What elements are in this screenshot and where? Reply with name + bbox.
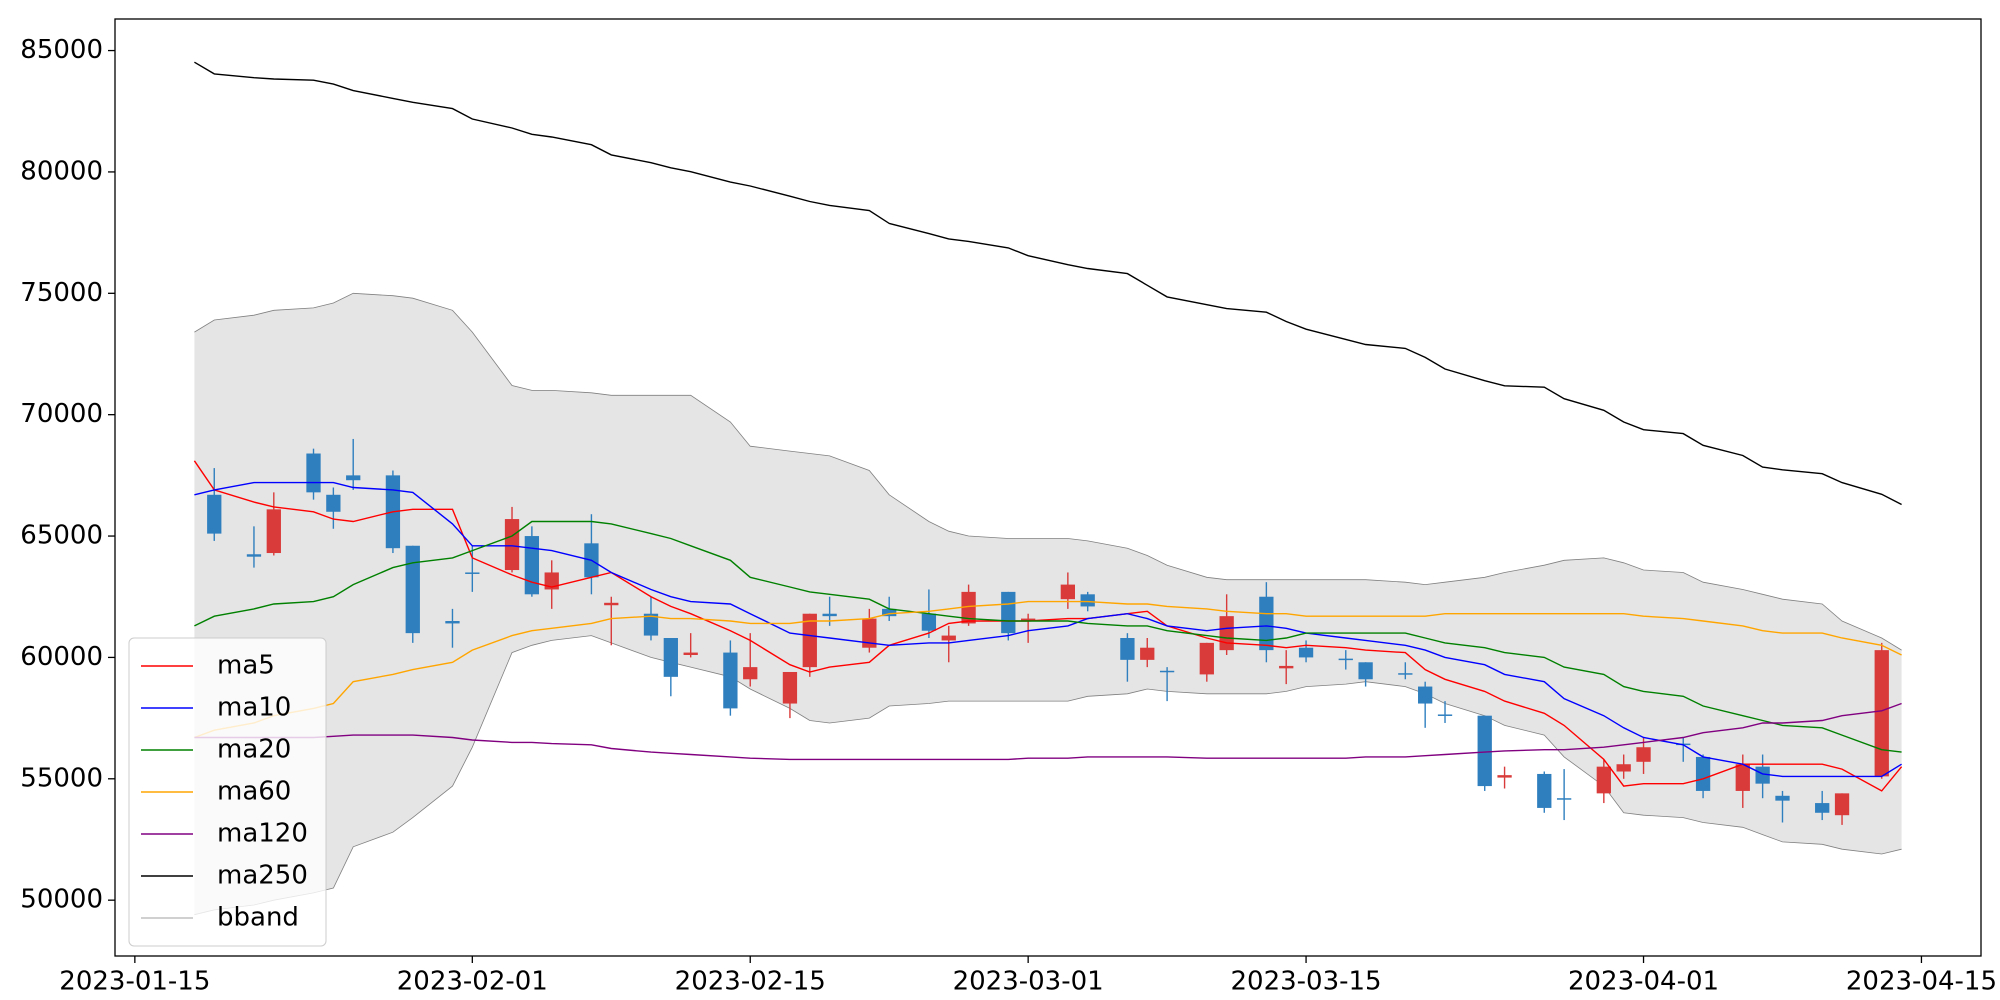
ma-line xyxy=(194,702,1902,761)
candle-body xyxy=(1437,714,1453,716)
y-tick-label: 70000 xyxy=(20,399,103,429)
candle-body xyxy=(1021,618,1036,622)
ma-line xyxy=(194,520,1902,753)
x-tick-label: 2023-04-01 xyxy=(1568,967,1719,997)
candle-body xyxy=(465,572,480,574)
candle-body xyxy=(326,494,341,512)
candle-body xyxy=(822,613,837,617)
candle-body xyxy=(683,652,698,655)
candle-body xyxy=(246,554,262,557)
x-tick-label: 2023-01-15 xyxy=(59,967,210,997)
candle-body xyxy=(1338,658,1353,661)
ma-line xyxy=(194,481,1902,778)
candle-body xyxy=(1874,650,1889,777)
x-tick-label: 2023-02-01 xyxy=(397,967,548,997)
candle-body xyxy=(445,621,460,624)
candle-body xyxy=(1080,594,1095,607)
candle-body xyxy=(743,667,758,680)
candle-body xyxy=(862,618,877,648)
candle-body xyxy=(663,638,678,677)
candle-body xyxy=(882,608,897,617)
candle-body xyxy=(1120,638,1135,660)
candle-body xyxy=(1556,798,1572,800)
candle-body xyxy=(1775,795,1790,801)
x-tick-label: 2023-03-01 xyxy=(953,967,1104,997)
legend-label: ma20 xyxy=(217,735,291,765)
ma-line xyxy=(193,460,1903,792)
candle-body xyxy=(643,613,659,636)
candle-body xyxy=(1636,747,1651,762)
bband-lower xyxy=(194,635,1902,916)
candle-body xyxy=(266,509,281,554)
candle-body xyxy=(1140,647,1155,660)
ma-line xyxy=(194,600,1902,739)
candle-body xyxy=(604,602,619,606)
legend-label: ma5 xyxy=(217,651,275,681)
candle-body xyxy=(1497,775,1512,778)
candle-body xyxy=(1418,686,1433,704)
candle-body xyxy=(346,475,361,481)
candle-body xyxy=(1259,596,1274,651)
bband-fill xyxy=(194,293,1902,915)
legend-label: bband xyxy=(217,903,299,933)
candle-body xyxy=(306,453,321,493)
y-tick-label: 50000 xyxy=(20,885,103,915)
candle-body xyxy=(405,545,420,634)
x-tick-label: 2023-03-15 xyxy=(1231,967,1382,997)
candle-body xyxy=(921,613,937,631)
candle-body xyxy=(207,494,222,534)
x-tick-label: 2023-04-15 xyxy=(1846,967,1997,997)
candle-body xyxy=(504,519,520,571)
candle-body xyxy=(1596,766,1611,794)
candle-body xyxy=(1298,647,1314,658)
candle-body xyxy=(1537,773,1552,808)
y-tick-label: 85000 xyxy=(20,35,103,65)
y-tick-label: 75000 xyxy=(20,278,103,308)
candle-body xyxy=(1358,662,1373,680)
legend-label: ma120 xyxy=(217,819,308,849)
candle-body xyxy=(1279,665,1294,669)
candle-body xyxy=(1060,584,1075,600)
legend-label: ma10 xyxy=(217,693,291,723)
candle-body xyxy=(1159,670,1175,673)
candle-body xyxy=(723,652,738,709)
candle-body xyxy=(1219,616,1234,651)
candle-body xyxy=(1199,642,1214,675)
legend-box xyxy=(128,637,327,947)
candle-body xyxy=(1755,766,1770,784)
candle-body xyxy=(544,572,559,590)
legend-label: ma60 xyxy=(217,777,291,807)
y-tick-label: 60000 xyxy=(20,642,103,672)
ma-line xyxy=(194,61,1902,506)
candle-body xyxy=(1616,764,1631,772)
candle-body xyxy=(1001,591,1016,634)
candle-body xyxy=(1735,764,1750,791)
candle-body xyxy=(941,635,956,641)
x-tick-label: 2023-02-15 xyxy=(675,967,826,997)
y-tick-label: 55000 xyxy=(20,763,103,793)
plot-frame xyxy=(114,18,1982,957)
candle-body xyxy=(802,613,817,668)
bband-upper xyxy=(194,292,1902,651)
candle-body xyxy=(1834,793,1850,816)
candle-body xyxy=(1398,673,1413,675)
candle-body xyxy=(961,591,976,624)
candle-body xyxy=(1695,756,1711,791)
legend-label: ma250 xyxy=(217,861,308,891)
plot-area xyxy=(193,61,1903,916)
candle-body xyxy=(782,671,798,704)
candle-body xyxy=(1477,715,1492,787)
y-tick-label: 65000 xyxy=(20,521,103,551)
candle-body xyxy=(1815,803,1830,813)
candle-body xyxy=(524,536,540,595)
y-tick-label: 80000 xyxy=(20,156,103,186)
